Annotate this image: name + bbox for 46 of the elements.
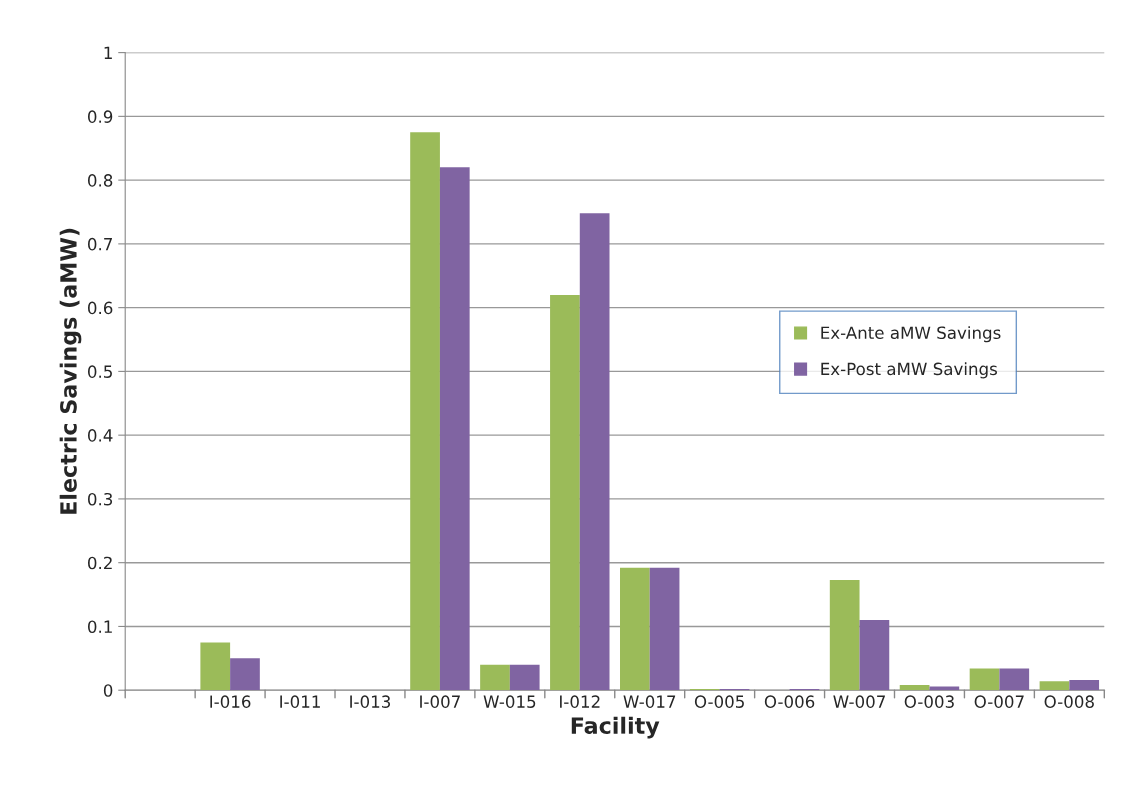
bar: [620, 567, 650, 691]
bar: [1039, 681, 1070, 691]
bar: [829, 579, 860, 691]
x-tick-label: I-007: [420, 695, 460, 708]
bar: [509, 664, 540, 691]
x-axis-title: Facility: [571, 716, 660, 739]
bar: [439, 167, 470, 691]
bar: [410, 132, 440, 691]
y-tick-label: 0.2: [88, 556, 112, 570]
bar: [1069, 680, 1100, 691]
bar: [200, 642, 231, 691]
x-tick-label: W-017: [623, 695, 676, 708]
y-tick-label: 1: [104, 46, 112, 59]
bar: [999, 668, 1030, 691]
y-axis-title: Electric Savings (aMW): [59, 228, 82, 514]
x-tick-label: I-012: [560, 695, 600, 708]
x-tick-label: O-007: [974, 695, 1024, 708]
x-tick-label: W-015: [483, 695, 536, 708]
x-tick-label: O-003: [904, 695, 954, 708]
bar: [899, 685, 930, 691]
bar: [550, 294, 580, 691]
x-tick-label: O-005: [694, 695, 744, 708]
y-tick-label: 0.3: [88, 492, 113, 506]
bar: [230, 658, 260, 691]
x-tick-label: I-011: [280, 695, 320, 708]
y-tick-label: 0.7: [88, 237, 112, 251]
y-tick-label: 0.8: [88, 174, 113, 187]
y-tick-label: 0.1: [88, 620, 112, 634]
bar: [579, 213, 610, 691]
y-tick-label: 0.5: [88, 365, 112, 378]
y-tick-label: 0.4: [88, 429, 113, 442]
y-tick-label: 0: [103, 684, 113, 697]
x-tick-label: W-007: [833, 695, 885, 708]
bar: [859, 620, 890, 691]
legend-label: Ex-Ante aMW Savings: [821, 326, 1001, 343]
bar: [969, 668, 1000, 691]
x-tick-label: O-006: [764, 695, 815, 708]
bar: [649, 567, 680, 691]
bar: [929, 686, 960, 691]
legend-label: Ex-Post aMW Savings: [821, 362, 997, 379]
x-tick-label: I-013: [350, 695, 391, 708]
x-tick-label: I-016: [210, 695, 251, 708]
x-tick-label: O-008: [1044, 695, 1094, 708]
bar: [480, 664, 510, 691]
y-tick-label: 0.9: [88, 110, 113, 123]
y-tick-label: 0.6: [88, 301, 113, 315]
